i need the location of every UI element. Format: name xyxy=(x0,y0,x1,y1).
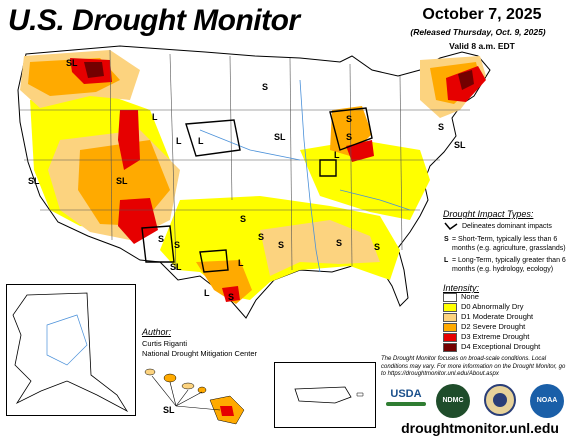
alaska-inset xyxy=(6,284,136,416)
legend-none: None xyxy=(443,292,479,302)
usda-logo: USDA xyxy=(386,388,426,414)
impact-l-text: = Long-Term, typically greater than 6 mo… xyxy=(452,257,566,273)
d4-region-me xyxy=(458,70,474,90)
map-label-l-2: L xyxy=(176,136,182,146)
legend-d2: D2 Severe Drought xyxy=(443,322,525,332)
impact-s-text: = Short-Term, typically less than 6 mont… xyxy=(452,236,566,252)
map-label-s-2: S xyxy=(346,114,353,124)
d3-region-tx xyxy=(222,286,240,302)
ndmc-logo: NDMC xyxy=(436,384,470,418)
map-label-l-6: L xyxy=(238,258,244,268)
map-title: U.S. Drought Monitor xyxy=(8,4,300,37)
ndmc-logo-text: NDMC xyxy=(442,397,464,404)
commerce-logo xyxy=(484,384,516,416)
intensity-legend-title: Intensity: xyxy=(443,283,480,293)
legend-swatch xyxy=(443,322,457,332)
map-label-sl-4: SL xyxy=(454,140,466,150)
hawaii-inset xyxy=(144,368,245,425)
map-label-sl-3: SL xyxy=(28,176,40,186)
map-label-l-4: L xyxy=(334,150,340,160)
commerce-logo-center xyxy=(493,393,507,407)
legend-swatch xyxy=(443,342,457,352)
legend-swatch xyxy=(443,292,457,302)
impact-delineates: Delineates dominant impacts xyxy=(462,223,552,230)
legend-d3: D3 Extreme Drought xyxy=(443,332,529,342)
d1-region-gulf xyxy=(260,220,380,276)
d3-region-id xyxy=(118,110,140,170)
map-label-sl-2: SL xyxy=(274,132,286,142)
map-label-sl-1: SL xyxy=(66,58,78,68)
map-label-s-11: S xyxy=(336,238,343,248)
map-label-l-1: L xyxy=(152,112,158,122)
map-label-s-1: S xyxy=(262,82,269,92)
usda-logo-text: USDA xyxy=(390,388,422,400)
d4-region-mt xyxy=(84,62,104,78)
author-title: Author: xyxy=(142,327,172,337)
author-org: National Drought Mitigation Center xyxy=(142,349,258,358)
map-label-s-3: S xyxy=(346,132,353,142)
map-label-sl-7: SL xyxy=(163,405,175,415)
map-label-s-8: S xyxy=(228,292,235,302)
legend-swatch xyxy=(443,332,457,342)
map-label-s-9: S xyxy=(258,232,265,242)
map-label-sl-5: SL xyxy=(116,176,128,186)
map-label-s-4: S xyxy=(438,122,445,132)
site-url[interactable]: droughtmonitor.unl.edu xyxy=(401,420,559,436)
usda-logo-swoosh xyxy=(386,402,426,406)
map-label-s-7: S xyxy=(240,214,247,224)
d3-region-az xyxy=(118,198,158,244)
legend-d0: D0 Abnormally Dry xyxy=(443,302,524,312)
impact-boundary-icon xyxy=(444,222,458,231)
map-label-s-6: S xyxy=(174,240,181,250)
map-label-l-3: L xyxy=(198,136,204,146)
map-label-s-12: S xyxy=(374,242,381,252)
map-label-l-5: L xyxy=(204,288,210,298)
map-label-sl-6: SL xyxy=(170,262,182,272)
noaa-logo-text: NOAA xyxy=(536,397,558,404)
noaa-logo: NOAA xyxy=(530,384,564,418)
legend-d4: D4 Exceptional Drought xyxy=(443,342,540,352)
released-date: (Released Thursday, Oct. 9, 2025) xyxy=(410,27,546,37)
impact-l-code: L xyxy=(444,257,449,264)
map-date: October 7, 2025 xyxy=(422,6,542,23)
impact-boundaries xyxy=(141,107,373,273)
impact-s-code: S xyxy=(444,236,449,243)
valid-time: Valid 8 a.m. EDT xyxy=(449,41,515,51)
rivers xyxy=(199,79,411,273)
legend-d1: D1 Moderate Drought xyxy=(443,312,533,322)
legend-swatch xyxy=(443,312,457,322)
puerto-rico-inset xyxy=(274,362,376,428)
impact-legend-title: Drought Impact Types: xyxy=(443,209,534,219)
disclaimer-note: The Drought Monitor focuses on broad-sca… xyxy=(381,356,566,377)
puerto-rico-map xyxy=(294,386,364,404)
map-label-s-10: S xyxy=(278,240,285,250)
legend-swatch xyxy=(443,302,457,312)
state-borders xyxy=(20,49,470,271)
author-name: Curtis Riganti xyxy=(142,339,188,348)
alaska-map xyxy=(12,292,129,413)
map-label-s-5: S xyxy=(158,234,165,244)
